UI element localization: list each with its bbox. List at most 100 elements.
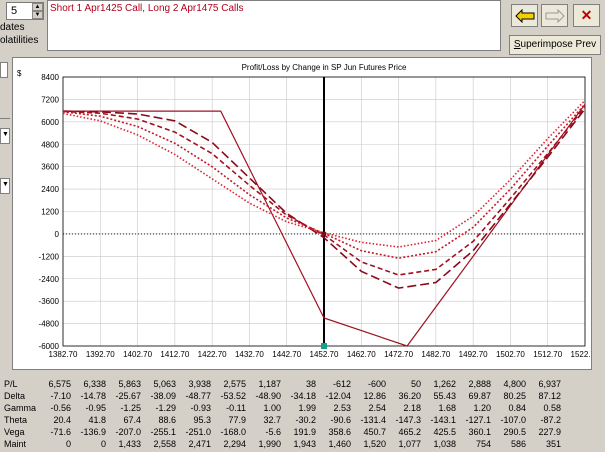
stats-cell: 2,294 — [223, 439, 247, 449]
stats-cell: 2,471 — [188, 439, 212, 449]
stats-cell: 754 — [475, 439, 492, 449]
chevron-down-icon: ▼ — [2, 181, 9, 188]
stats-cell: -1.29 — [155, 403, 177, 413]
left-dropdown-2[interactable]: ▼ — [0, 178, 10, 194]
stats-cell: 1,077 — [398, 439, 422, 449]
x-tick-label: 1382.70 — [49, 350, 78, 359]
stats-cell: 2.54 — [368, 403, 387, 413]
stats-cell: 1,943 — [293, 439, 317, 449]
chart-title: Profit/Loss by Change in SP Jun Futures … — [242, 63, 407, 72]
stats-cell: 0.58 — [543, 403, 562, 413]
y-axis-label: $ — [17, 69, 22, 78]
stats-cell: -53.52 — [220, 391, 247, 401]
stats-cell: 3,938 — [188, 379, 212, 389]
back-button[interactable] — [511, 4, 538, 27]
stats-cell: 67.4 — [123, 415, 142, 425]
stats-cell: 0.84 — [508, 403, 527, 413]
x-tick-label: 1482.70 — [421, 350, 450, 359]
stats-cell: -251.0 — [185, 427, 212, 437]
x-tick-label: 1522.70 — [571, 350, 591, 359]
strategy-description[interactable]: Short 1 Apr1425 Call, Long 2 Apr1475 Cal… — [47, 0, 501, 51]
stats-cell: 36.20 — [398, 391, 422, 401]
stats-cell: 50 — [411, 379, 422, 389]
stats-cell: 1,262 — [433, 379, 457, 389]
y-tick-label: 2400 — [41, 185, 59, 194]
stats-row: Vega -71.6 -136.9 -207.0 -255.1 -251.0 -168.0 -… — [2, 426, 561, 438]
forward-button[interactable] — [541, 4, 568, 27]
stats-cell: -0.56 — [50, 403, 72, 413]
stats-cell: 465.2 — [398, 427, 422, 437]
left-dropdown-1[interactable]: ▼ — [0, 128, 10, 144]
stats-cell: -48.77 — [185, 391, 212, 401]
stats-cell: -48.90 — [255, 391, 282, 401]
stats-cell: 1.00 — [263, 403, 282, 413]
stats-cell: -1.25 — [120, 403, 142, 413]
stats-cell: 32.7 — [263, 415, 282, 425]
spin-down-button[interactable]: ▼ — [32, 11, 43, 19]
series-line-4 — [62, 99, 586, 248]
stats-cell: -136.9 — [80, 427, 107, 437]
spinner[interactable]: 5 ▲ ▼ — [6, 2, 44, 20]
dates-label: dates — [0, 22, 25, 33]
y-tick-label: -2400 — [39, 275, 60, 284]
stats-cell: 5,863 — [118, 379, 142, 389]
y-tick-label: -3600 — [39, 297, 60, 306]
stats-row-label: Theta — [4, 415, 28, 425]
gray-right-arrow-icon — [545, 8, 565, 23]
stats-cell: -612 — [333, 379, 352, 389]
stats-cell: 1,187 — [258, 379, 282, 389]
strategy-text: Short 1 Apr1425 Call, Long 2 Apr1475 Cal… — [50, 3, 244, 14]
expiration-pl-line — [63, 103, 586, 347]
stats-cell: -71.6 — [50, 427, 72, 437]
stats-row: Theta 20.4 41.8 67.4 88.6 95.3 77.9 32.7 -30.2 -9… — [2, 414, 561, 426]
stats-cell: 351 — [545, 439, 562, 449]
stats-cell: 358.6 — [328, 427, 352, 437]
close-button[interactable]: ✕ — [573, 4, 600, 27]
pl-chart: Profit/Loss by Change in SP Jun Futures … — [17, 63, 600, 359]
stats-cell: 586 — [510, 439, 527, 449]
stats-cell: 360.1 — [468, 427, 492, 437]
spin-up-button[interactable]: ▲ — [32, 3, 43, 11]
stats-cell: -5.6 — [265, 427, 282, 437]
stats-cell: 1,990 — [258, 439, 282, 449]
x-tick-label: 1472.70 — [384, 350, 413, 359]
y-tick-label: -6000 — [39, 342, 60, 351]
stats-cell: -87.2 — [540, 415, 562, 425]
stats-cell: 4,800 — [503, 379, 527, 389]
stats-cell: 87.12 — [538, 391, 562, 401]
left-field-1[interactable] — [0, 62, 8, 78]
stats-row: Gamma -0.56 -0.95 -1.25 -1.29 -0.93 -0.11 1.00 1… — [2, 402, 561, 414]
y-tick-label: -4800 — [39, 320, 60, 329]
y-tick-label: 1200 — [41, 208, 59, 217]
left-divider — [0, 118, 10, 125]
superimpose-prev-button[interactable]: Superimpose Prev — [509, 35, 601, 55]
stats-cell: 12.86 — [363, 391, 387, 401]
stats-cell: -131.4 — [360, 415, 387, 425]
x-tick-label: 1442.70 — [272, 350, 301, 359]
stats-cell: -168.0 — [220, 427, 247, 437]
stats-cell: 1.20 — [473, 403, 492, 413]
stats-cell: 20.4 — [53, 415, 72, 425]
stats-cell: 5,063 — [153, 379, 177, 389]
stats-cell: -7.10 — [50, 391, 72, 401]
stats-cell: 1.68 — [438, 403, 457, 413]
chevron-down-icon: ▼ — [2, 131, 9, 138]
stats-cell: 2.53 — [333, 403, 352, 413]
stats-cell: 55.43 — [433, 391, 457, 401]
stats-cell: -34.18 — [290, 391, 317, 401]
stats-cell: 450.7 — [363, 427, 387, 437]
stats-cell: -147.3 — [395, 415, 422, 425]
x-tick-label: 1502.70 — [496, 350, 525, 359]
red-x-icon: ✕ — [580, 7, 593, 23]
stats-cell: 0 — [66, 439, 72, 449]
y-tick-label: 7200 — [41, 95, 59, 104]
stats-cell: 1.99 — [298, 403, 317, 413]
stats-cell: -143.1 — [430, 415, 457, 425]
stats-cell: 191.9 — [293, 427, 317, 437]
stats-cell: -127.1 — [465, 415, 492, 425]
stats-row-label: Vega — [4, 427, 25, 437]
stats-cell: 80.25 — [503, 391, 527, 401]
stats-table: P/L 6,575 6,338 5,863 5,063 3,938 2,575 1,187 38… — [2, 378, 561, 450]
stats-cell: 0 — [101, 439, 107, 449]
stats-cell: -207.0 — [115, 427, 142, 437]
